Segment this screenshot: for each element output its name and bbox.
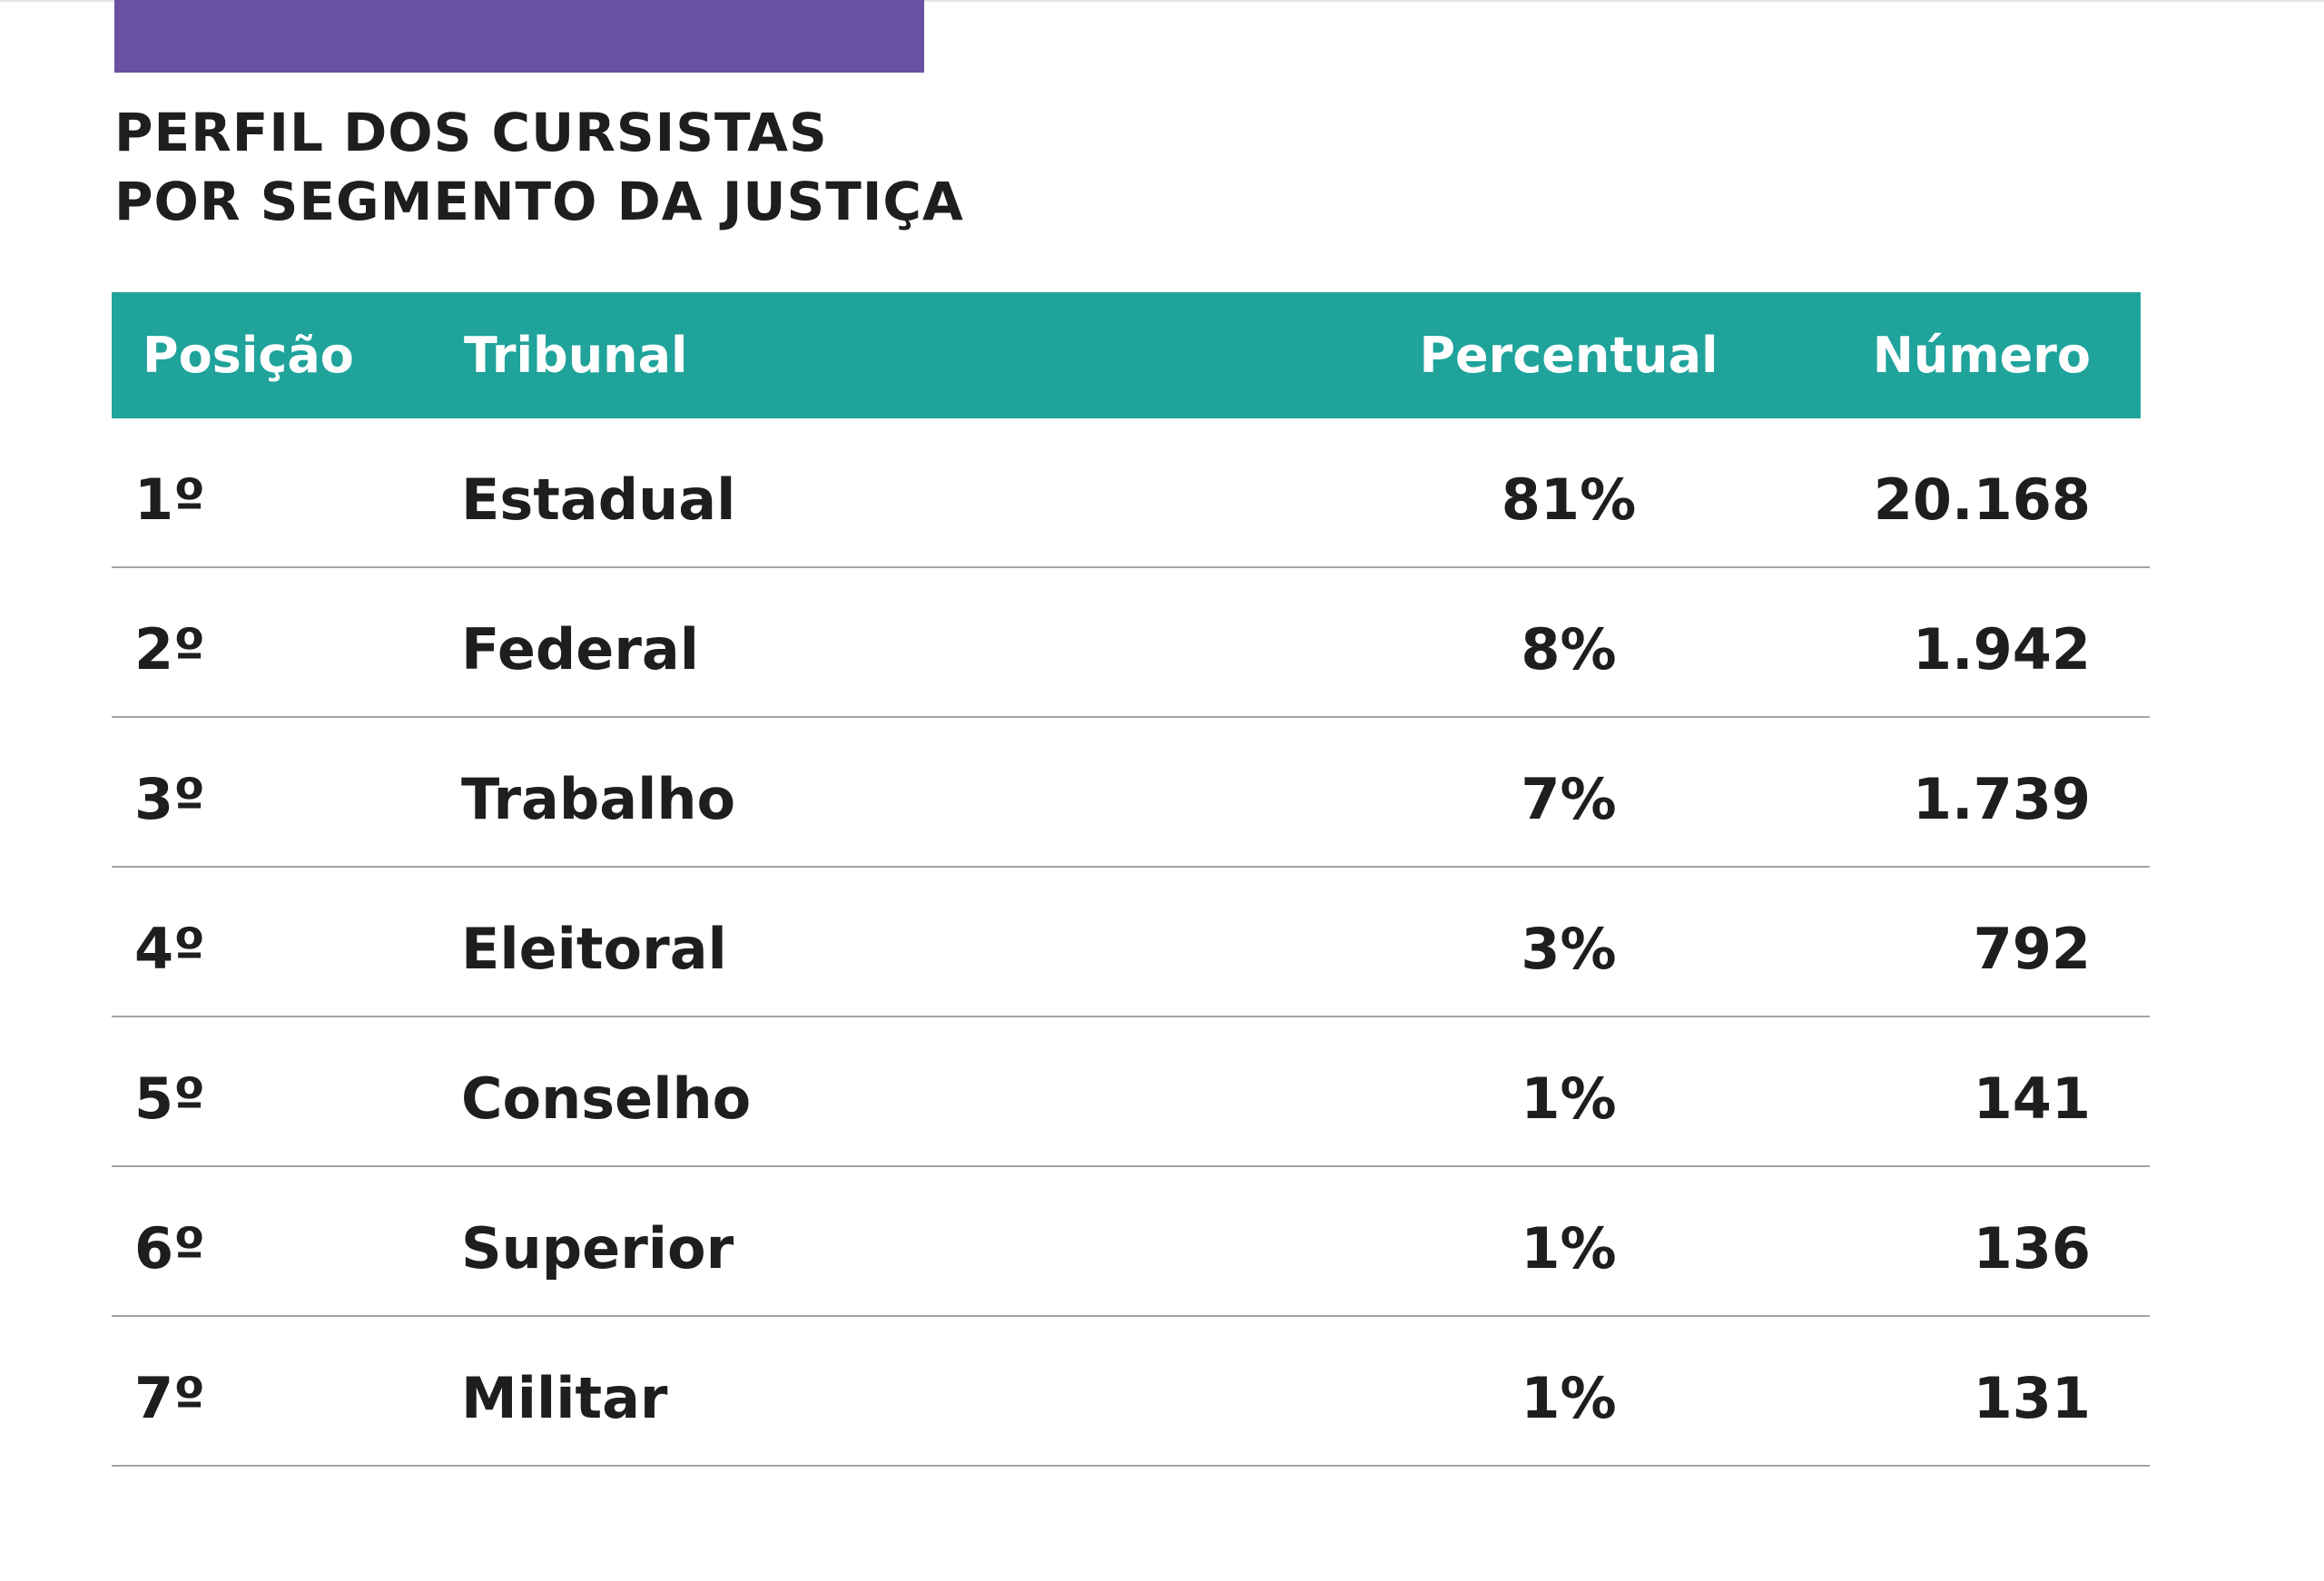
cell-position: 5º — [134, 1065, 206, 1132]
table-row: 2º Federal 8% 1.942 — [112, 568, 2150, 718]
cell-percent: 8% — [1521, 616, 1617, 682]
accent-bar — [114, 0, 924, 73]
page-title: PERFIL DOS CURSISTAS POR SEGMENTO DA JUS… — [114, 98, 964, 236]
header-percent: Percentual — [1419, 327, 1718, 384]
header-number: Número — [1872, 327, 2091, 384]
cell-court: Eleitoral — [461, 916, 727, 982]
table-row: 3º Trabalho 7% 1.739 — [112, 718, 2150, 868]
cell-number: 792 — [1973, 916, 2091, 982]
cell-court: Federal — [461, 616, 699, 682]
table-row: 6º Superior 1% 136 — [112, 1167, 2150, 1317]
cell-position: 1º — [134, 466, 206, 533]
table-header: Posição Tribunal Percentual Número — [112, 292, 2141, 418]
cell-position: 7º — [134, 1365, 206, 1431]
cell-number: 141 — [1973, 1065, 2091, 1132]
cell-court: Militar — [461, 1365, 668, 1431]
top-rule — [0, 0, 2324, 2]
table-row: 5º Conselho 1% 141 — [112, 1017, 2150, 1167]
cell-court: Trabalho — [461, 766, 736, 832]
table-row: 7º Militar 1% 131 — [112, 1317, 2150, 1467]
cell-percent: 7% — [1521, 766, 1617, 832]
cell-number: 131 — [1973, 1365, 2091, 1431]
cell-court: Superior — [461, 1215, 734, 1281]
cell-number: 1.739 — [1912, 766, 2091, 832]
title-line-1: PERFIL DOS CURSISTAS — [114, 102, 828, 163]
cell-percent: 1% — [1521, 1365, 1617, 1431]
title-line-2: POR SEGMENTO DA JUSTIÇA — [114, 171, 964, 232]
cell-position: 6º — [134, 1215, 206, 1281]
cell-percent: 1% — [1521, 1215, 1617, 1281]
header-position: Posição — [143, 327, 354, 384]
table-row: 1º Estadual 81% 20.168 — [112, 418, 2150, 568]
cell-number: 20.168 — [1873, 466, 2091, 533]
table-body: 1º Estadual 81% 20.168 2º Federal 8% 1.942 3º Tra… — [112, 418, 2150, 1467]
cell-position: 4º — [134, 916, 206, 982]
cell-court: Estadual — [461, 466, 736, 533]
cell-number: 1.942 — [1912, 616, 2091, 682]
cell-number: 136 — [1973, 1215, 2091, 1281]
cell-position: 3º — [134, 766, 206, 832]
table-row: 4º Eleitoral 3% 792 — [112, 868, 2150, 1017]
cell-percent: 3% — [1521, 916, 1617, 982]
cell-percent: 1% — [1521, 1065, 1617, 1132]
cell-position: 2º — [134, 616, 206, 682]
courts-table: Posição Tribunal Percentual Número 1º Est… — [112, 292, 2150, 1467]
cell-percent: 81% — [1501, 466, 1637, 533]
header-court: Tribunal — [464, 327, 688, 384]
cell-court: Conselho — [461, 1065, 752, 1132]
